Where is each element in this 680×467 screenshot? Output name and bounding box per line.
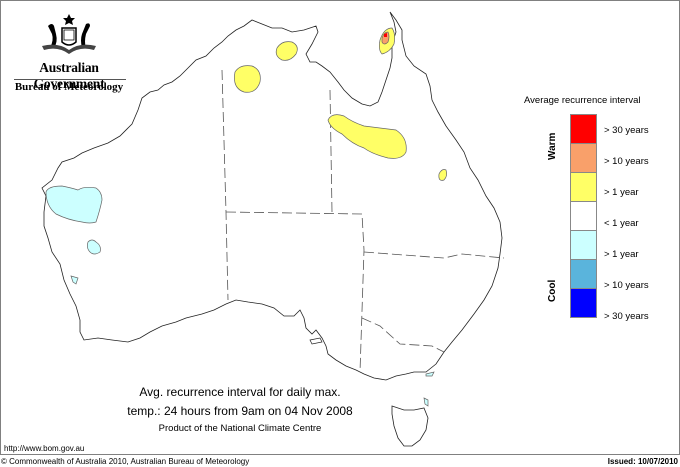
- coat-of-arms-icon: [42, 14, 96, 54]
- legend-swatch-cool-10: [570, 259, 597, 289]
- warm-anomalies: [234, 27, 448, 181]
- legend-colorbar: [570, 114, 597, 318]
- tasmania-coastline: [391, 405, 429, 447]
- agency-title: Bureau of Meteorology: [14, 81, 124, 93]
- copyright-notice: © Commonwealth of Australia 2010, Austra…: [1, 457, 250, 466]
- caption-line-3: Product of the National Climate Centre: [158, 423, 322, 434]
- legend-label: > 30 years: [604, 311, 649, 322]
- kangaroo-island: [309, 337, 323, 345]
- legend-label: < 1 year: [604, 218, 639, 229]
- legend-swatch-warm-10: [570, 143, 597, 173]
- website-link[interactable]: http://www.bom.gov.au: [4, 444, 85, 453]
- legend-label: > 1 year: [604, 249, 639, 260]
- legend-swatch-cool-1: [570, 230, 597, 260]
- legend-title: Average recurrence interval: [524, 95, 641, 106]
- legend-swatch-warm-30: [570, 114, 597, 144]
- legend-swatch-normal: [570, 201, 597, 231]
- caption-line-2: temp.: 24 hours from 9am on 04 Nov 2008: [127, 404, 353, 418]
- state-borders: [221, 69, 505, 373]
- legend-swatch-cool-30: [570, 288, 597, 318]
- legend-cool-label: Cool: [547, 279, 558, 302]
- mainland-coastline: [41, 11, 503, 381]
- legend-label: > 10 years: [604, 156, 649, 167]
- legend-label: > 1 year: [604, 187, 639, 198]
- government-logo: Australian Government Bureau of Meteorol…: [8, 8, 130, 98]
- legend-swatch-warm-1: [570, 172, 597, 202]
- cool-anomalies: [45, 185, 435, 407]
- caption-line-1: Avg. recurrence interval for daily max.: [139, 385, 341, 399]
- legend-label: > 10 years: [604, 280, 649, 291]
- legend-label: > 30 years: [604, 125, 649, 136]
- logo-divider: [14, 79, 126, 80]
- issued-date: Issued: 10/07/2010: [607, 457, 678, 466]
- legend-warm-label: Warm: [547, 132, 558, 160]
